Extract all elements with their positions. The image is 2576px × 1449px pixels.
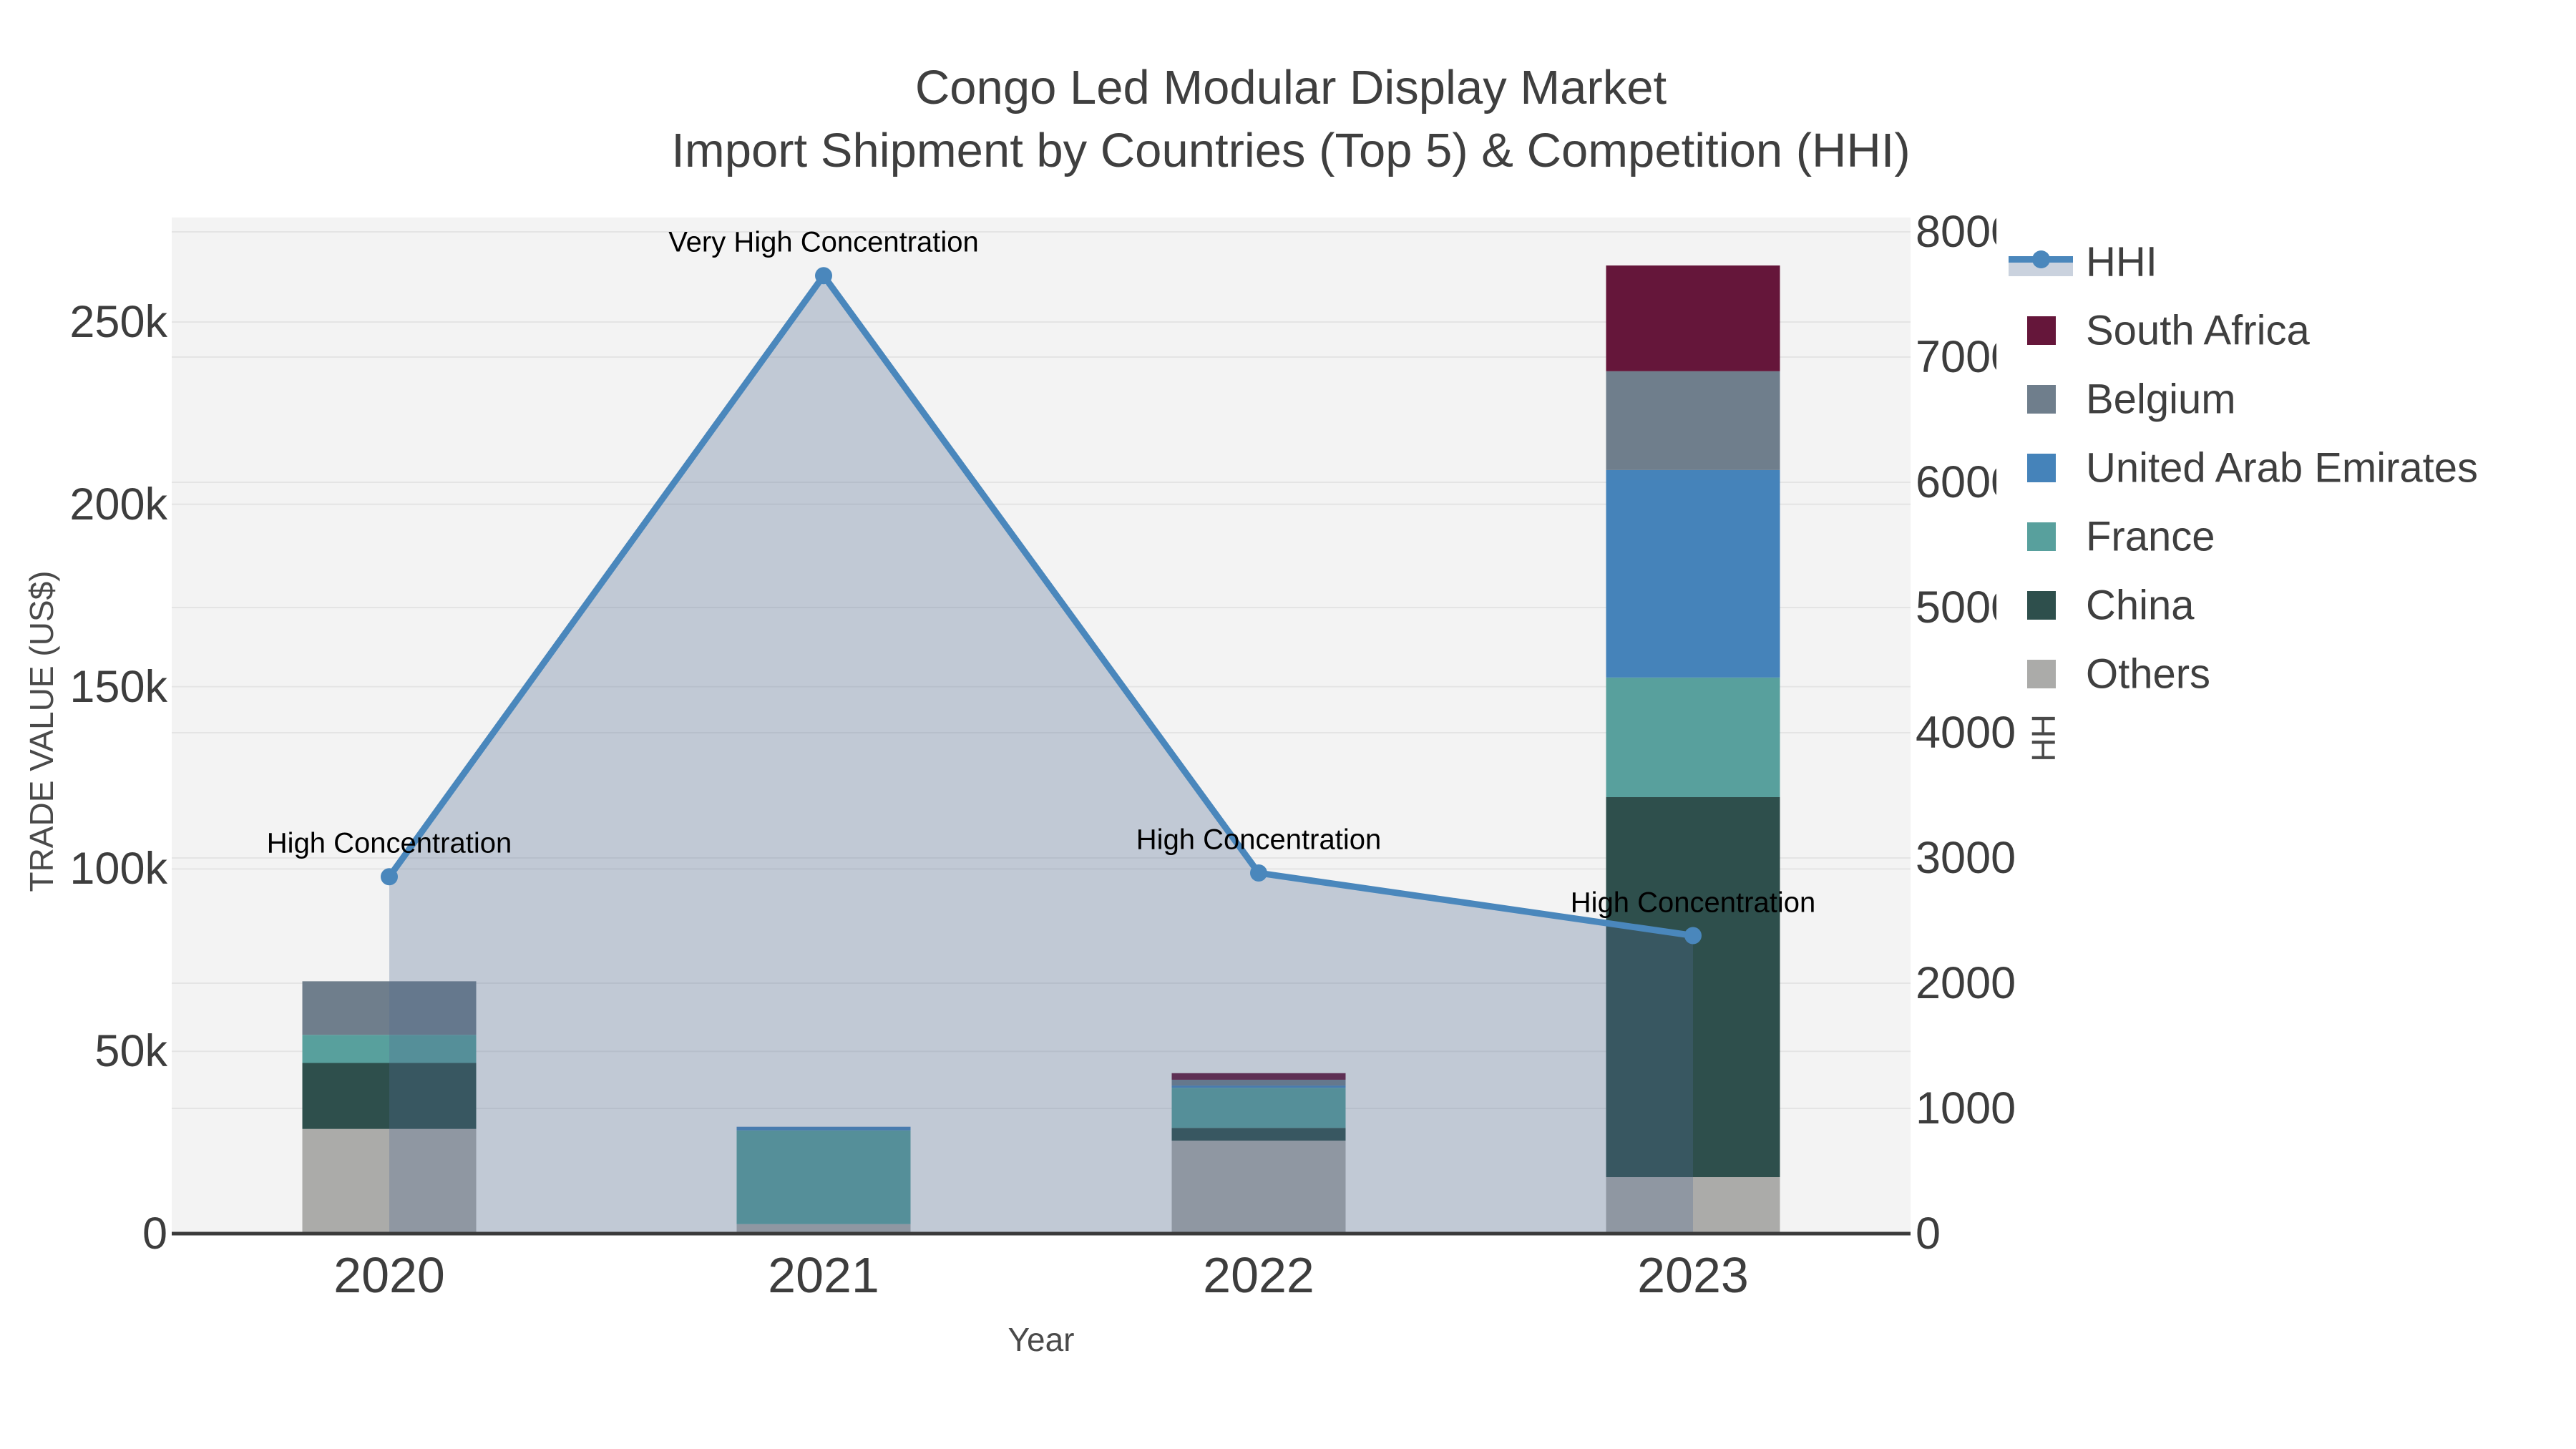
bar-segment-others-2020[interactable] [302, 1128, 477, 1234]
bar-segment-china-2023[interactable] [1606, 797, 1780, 1178]
y-left-tick-250k: 250k [69, 297, 167, 347]
legend-swatch-icon [2027, 522, 2056, 551]
bar-segment-china-2020[interactable] [302, 1063, 477, 1129]
y-left-tick-200k: 200k [69, 479, 167, 530]
bar-segment-united-arab-emirates-2023[interactable] [1606, 469, 1780, 678]
bar-segment-belgium-2023[interactable] [1606, 371, 1780, 470]
legend-item-hhi[interactable]: HHI [1996, 228, 2576, 296]
legend-item-china[interactable]: China [1996, 571, 2576, 640]
hhi-marker-2023[interactable] [1684, 927, 1702, 945]
bar-segment-united-arab-emirates-2022[interactable] [1171, 1085, 1346, 1088]
legend-label: United Arab Emirates [2086, 444, 2479, 492]
legend-item-south-africa[interactable]: South Africa [1996, 296, 2576, 365]
bar-segment-united-arab-emirates-2021[interactable] [736, 1126, 911, 1131]
bar-segment-france-2020[interactable] [302, 1035, 477, 1063]
y-right-tick-1000: 1000 [1916, 1083, 2016, 1133]
bar-segment-belgium-2020[interactable] [302, 981, 477, 1035]
y-right-tick-3000: 3000 [1916, 833, 2016, 883]
x-tick-2023: 2023 [1637, 1247, 1749, 1303]
hhi-marker-2020[interactable] [381, 868, 398, 886]
annotation-2020: High Concentration [266, 827, 512, 859]
legend-item-united-arab-emirates[interactable]: United Arab Emirates [1996, 434, 2576, 502]
bar-segment-belgium-2022[interactable] [1171, 1079, 1346, 1086]
legend-item-belgium[interactable]: Belgium [1996, 365, 2576, 434]
bar-segment-china-2022[interactable] [1171, 1128, 1346, 1141]
hhi-line-sample-icon [2009, 248, 2073, 276]
legend-item-france[interactable]: France [1996, 502, 2576, 571]
annotation-2021: Very High Concentration [668, 226, 979, 258]
chart-subtitle: Import Shipment by Countries (Top 5) & C… [671, 124, 1911, 177]
legend-label: France [2086, 513, 2215, 560]
y-right-tick-4000: 4000 [1916, 708, 2016, 758]
bar-segment-others-2021[interactable] [736, 1224, 911, 1234]
bar-segment-others-2023[interactable] [1606, 1177, 1780, 1234]
x-axis-title: Year [1008, 1321, 1075, 1358]
y-left-tick-150k: 150k [69, 661, 167, 712]
y-left-tick-100k: 100k [69, 844, 167, 894]
x-tick-2021: 2021 [768, 1247, 879, 1303]
annotation-2023: High Concentration [1570, 887, 1816, 918]
bar-segment-south-africa-2023[interactable] [1606, 265, 1780, 371]
legend-swatch-icon [2027, 385, 2056, 414]
legend-swatch-icon [2027, 454, 2056, 482]
legend-label: Others [2086, 650, 2211, 698]
x-tick-2022: 2022 [1203, 1247, 1314, 1303]
hhi-area-fill [389, 275, 1693, 1234]
legend-swatch-icon [2027, 591, 2056, 620]
bar-segment-south-africa-2022[interactable] [1171, 1073, 1346, 1080]
y-left-tick-50k: 50k [94, 1026, 167, 1077]
y-right-tick-0: 0 [1916, 1209, 1941, 1259]
legend-label: South Africa [2086, 307, 2310, 354]
bar-segment-others-2022[interactable] [1171, 1141, 1346, 1234]
legend-swatch-icon [2027, 660, 2056, 688]
legend-label: HHI [2086, 238, 2157, 286]
legend-swatch-icon [2027, 316, 2056, 345]
legend-item-others[interactable]: Others [1996, 640, 2576, 708]
hhi-marker-2022[interactable] [1250, 864, 1267, 882]
chart-title: Congo Led Modular Display Market [914, 61, 1667, 114]
bar-segment-france-2022[interactable] [1171, 1088, 1346, 1128]
legend: HHI South Africa Belgium United Arab Emirat… [1996, 215, 2576, 716]
bar-segment-france-2023[interactable] [1606, 677, 1780, 798]
hhi-line [386, 270, 1694, 939]
annotation-2022: High Concentration [1136, 824, 1382, 856]
legend-label: Belgium [2086, 376, 2236, 423]
y-left-tick-0: 0 [142, 1209, 167, 1259]
y-right-tick-2000: 2000 [1916, 958, 2016, 1008]
legend-label: China [2086, 582, 2195, 629]
x-tick-2020: 2020 [333, 1247, 445, 1303]
bar-segment-france-2021[interactable] [736, 1130, 911, 1224]
hhi-marker-2021[interactable] [815, 267, 832, 285]
